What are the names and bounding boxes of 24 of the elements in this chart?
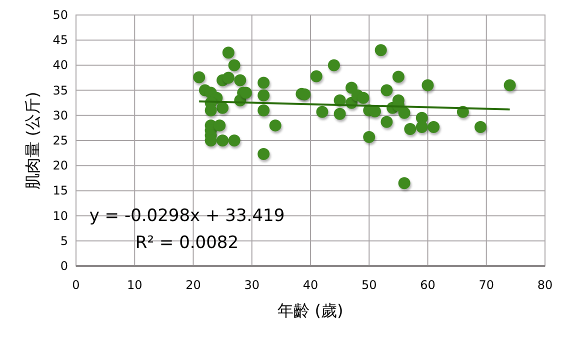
annotation: y = -0.0298x + 33.419 — [89, 206, 285, 226]
annotation: R² = 0.0082 — [135, 233, 239, 253]
x-tick-label: 70 — [478, 278, 494, 292]
x-tick-label: 80 — [537, 278, 553, 292]
y-tick-label: 40 — [52, 58, 68, 72]
x-tick-label: 0 — [72, 278, 80, 292]
y-axis-title: 肌肉量 (公斤) — [23, 92, 42, 190]
y-tick-label: 45 — [52, 33, 68, 48]
y-tick-label: 20 — [52, 158, 68, 173]
y-tick-label: 50 — [52, 8, 68, 22]
x-axis-title: 年齡 (歲) — [278, 301, 344, 320]
y-tick-label: 25 — [52, 134, 68, 148]
y-tick-label: 10 — [52, 208, 68, 223]
y-tick-label: 0 — [60, 259, 68, 273]
y-tick-label: 35 — [52, 83, 68, 98]
y-tick-label: 30 — [52, 108, 68, 122]
x-tick-label: 60 — [420, 278, 436, 292]
y-tick-label: 5 — [60, 234, 68, 248]
x-tick-label: 40 — [302, 278, 318, 292]
x-tick-label: 10 — [126, 278, 142, 292]
y-tick-label: 15 — [52, 184, 68, 198]
x-tick-label: 20 — [186, 278, 201, 292]
x-tick-label: 30 — [244, 278, 260, 292]
x-tick-label: 50 — [361, 278, 377, 292]
